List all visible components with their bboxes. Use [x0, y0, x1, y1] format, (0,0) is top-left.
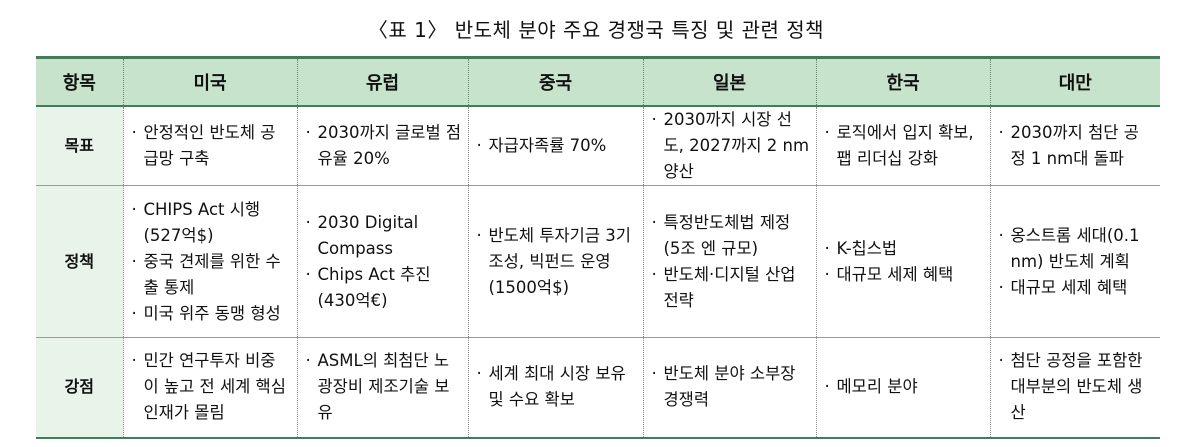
cell-goal-europe: 2030까지 글로벌 점유율 20% — [296, 106, 468, 186]
header-japan: 일본 — [642, 56, 816, 107]
header-taiwan: 대만 — [989, 56, 1160, 107]
table-row-goal: 목표 안정적인 반도체 공급망 구축 2030까지 글로벌 점유율 20% 자급… — [36, 106, 1160, 186]
header-korea: 한국 — [815, 56, 990, 107]
header-item: 항목 — [36, 56, 123, 107]
row-label-policy: 정책 — [36, 185, 123, 338]
list-item: 반도체·디지털 산업 전략 — [652, 262, 810, 314]
list-item: 2030 Digital Compass — [306, 210, 462, 262]
table-row-policy: 정책 CHIPS Act 시행 (527억$) 중국 견제를 위한 수출 통제 … — [36, 185, 1160, 338]
row-label-goal: 목표 — [36, 106, 123, 186]
list-item: ASML의 최첨단 노광장비 제조기술 보유 — [306, 348, 462, 426]
list-item: 첨단 공정을 포함한 대부분의 반도체 생산 — [999, 348, 1155, 426]
header-usa: 미국 — [122, 56, 297, 107]
list-item: 대규모 세제 혜택 — [825, 262, 984, 288]
header-europe: 유럽 — [296, 56, 468, 107]
list-item: 메모리 분야 — [825, 374, 984, 400]
row-label-strength: 강점 — [36, 337, 123, 439]
list-item: 2030까지 글로벌 점유율 20% — [306, 120, 462, 172]
cell-policy-korea: K-칩스법 대규모 세제 혜택 — [815, 185, 990, 338]
list-item: 반도체 투자기금 3기 조성, 빅펀드 운영 (1500억$) — [477, 223, 637, 301]
cell-goal-taiwan: 2030까지 첨단 공정 1 nm대 돌파 — [989, 106, 1160, 186]
cell-policy-europe: 2030 Digital Compass Chips Act 추진 (430억€… — [296, 185, 468, 338]
cell-policy-china: 반도체 투자기금 3기 조성, 빅펀드 운영 (1500억$) — [467, 185, 643, 338]
list-item: 중국 견제를 위한 수출 통제 — [132, 249, 291, 301]
table-header-row: 항목 미국 유럽 중국 일본 한국 대만 — [36, 56, 1160, 107]
list-item: 세계 최대 시장 보유 및 수요 확보 — [477, 361, 637, 413]
list-item: 2030까지 시장 선도, 2027까지 2 nm 양산 — [652, 107, 810, 185]
list-item: 로직에서 입지 확보, 팹 리더십 강화 — [825, 120, 984, 172]
cell-strength-china: 세계 최대 시장 보유 및 수요 확보 — [467, 337, 643, 439]
cell-strength-taiwan: 첨단 공정을 포함한 대부분의 반도체 생산 — [989, 337, 1160, 439]
header-china: 중국 — [467, 56, 643, 107]
cell-goal-korea: 로직에서 입지 확보, 팹 리더십 강화 — [815, 106, 990, 186]
table-caption: 〈표 1〉 반도체 분야 주요 경쟁국 특징 및 관련 정책 — [367, 18, 825, 42]
cell-goal-china: 자급자족률 70% — [467, 106, 643, 186]
list-item: 대규모 세제 혜택 — [999, 275, 1155, 301]
list-item: K-칩스법 — [825, 236, 984, 262]
cell-strength-europe: ASML의 최첨단 노광장비 제조기술 보유 — [296, 337, 468, 439]
cell-strength-usa: 민간 연구투자 비중이 높고 전 세계 핵심인재가 몰림 — [122, 337, 297, 439]
list-item: 2030까지 첨단 공정 1 nm대 돌파 — [999, 120, 1155, 172]
list-item: 반도체 분야 소부장 경쟁력 — [652, 361, 810, 413]
table-row-strength: 강점 민간 연구투자 비중이 높고 전 세계 핵심인재가 몰림 ASML의 최첨… — [36, 337, 1160, 439]
list-item: 안정적인 반도체 공급망 구축 — [132, 120, 291, 172]
cell-goal-usa: 안정적인 반도체 공급망 구축 — [122, 106, 297, 186]
list-item: 자급자족률 70% — [477, 133, 637, 159]
list-item: 옹스트롬 세대(0.1 nm) 반도체 계획 — [999, 223, 1155, 275]
cell-strength-korea: 메모리 분야 — [815, 337, 990, 439]
cell-policy-taiwan: 옹스트롬 세대(0.1 nm) 반도체 계획 대규모 세제 혜택 — [989, 185, 1160, 338]
list-item: 미국 위주 동맹 형성 — [132, 301, 291, 327]
cell-policy-japan: 특정반도체법 제정 (5조 엔 규모) 반도체·디지털 산업 전략 — [642, 185, 816, 338]
list-item: CHIPS Act 시행 (527억$) — [132, 197, 291, 249]
list-item: 민간 연구투자 비중이 높고 전 세계 핵심인재가 몰림 — [132, 348, 291, 426]
list-item: 특정반도체법 제정 (5조 엔 규모) — [652, 210, 810, 262]
cell-strength-japan: 반도체 분야 소부장 경쟁력 — [642, 337, 816, 439]
cell-goal-japan: 2030까지 시장 선도, 2027까지 2 nm 양산 — [642, 106, 816, 186]
list-item: Chips Act 추진 (430억€) — [306, 262, 462, 314]
policy-comparison-table: 항목 미국 유럽 중국 일본 한국 대만 목표 안정적인 반도체 공급망 구축 … — [36, 56, 1160, 439]
cell-policy-usa: CHIPS Act 시행 (527억$) 중국 견제를 위한 수출 통제 미국 … — [122, 185, 297, 338]
